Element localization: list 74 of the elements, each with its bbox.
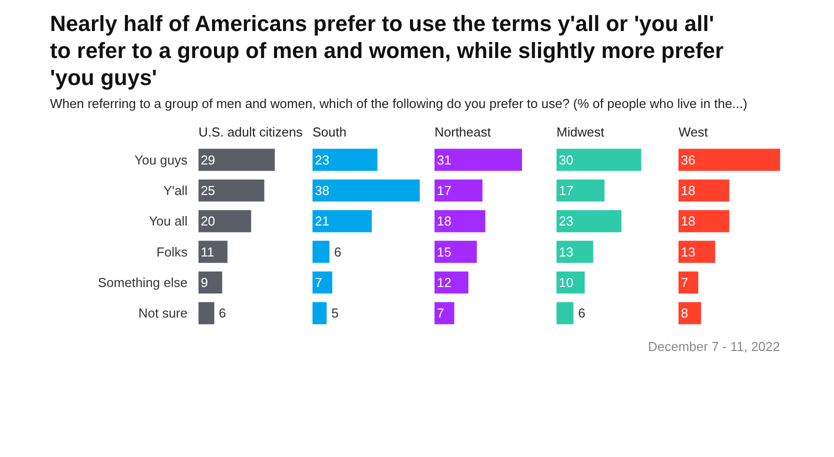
bar bbox=[312, 302, 327, 324]
series-label: West bbox=[678, 124, 708, 140]
data-label: 30 bbox=[558, 152, 574, 168]
y-tick-label: Y'all bbox=[163, 183, 188, 198]
bar bbox=[434, 210, 486, 232]
data-label: 6 bbox=[218, 306, 226, 321]
data-label: 6 bbox=[334, 244, 342, 260]
data-label: 10 bbox=[558, 275, 574, 290]
bar bbox=[434, 180, 482, 202]
data-label: 6 bbox=[578, 306, 586, 321]
data-label: 15 bbox=[436, 244, 452, 260]
y-tick-label: You all bbox=[148, 214, 188, 229]
text: December 7 - 11, 2022 bbox=[647, 338, 780, 356]
bar bbox=[434, 148, 522, 172]
bar bbox=[198, 302, 214, 324]
bar bbox=[556, 240, 594, 264]
bar bbox=[312, 240, 330, 264]
bar bbox=[678, 240, 716, 264]
series-label: South bbox=[312, 124, 346, 140]
data-label: 25 bbox=[200, 183, 216, 198]
data-label: 12 bbox=[436, 275, 452, 290]
bar bbox=[312, 180, 420, 202]
bar bbox=[678, 302, 702, 324]
text: When referring to a group of men and women, which of the following do you prefer to use? (% of people who live in the...) bbox=[50, 95, 748, 113]
data-label: 29 bbox=[200, 152, 216, 168]
data-label: 20 bbox=[200, 214, 216, 229]
series-label: Midwest bbox=[556, 124, 605, 140]
data-label: 8 bbox=[680, 306, 688, 321]
data-label: 5 bbox=[331, 306, 339, 321]
bar bbox=[312, 272, 332, 294]
bar bbox=[198, 272, 222, 294]
y-tick-label: You guys bbox=[134, 152, 188, 168]
bar bbox=[678, 148, 780, 172]
bar bbox=[198, 240, 228, 264]
bar bbox=[434, 302, 454, 324]
data-label: 17 bbox=[436, 183, 452, 198]
data-label: 13 bbox=[680, 244, 696, 260]
bar bbox=[556, 302, 574, 324]
bar bbox=[556, 148, 642, 172]
data-label: 31 bbox=[436, 152, 452, 168]
series-label: Northeast bbox=[434, 124, 492, 140]
bar bbox=[556, 272, 585, 294]
data-label: 7 bbox=[314, 275, 322, 290]
data-label: 21 bbox=[314, 214, 330, 229]
bar bbox=[678, 272, 698, 294]
bar bbox=[434, 240, 477, 264]
bar bbox=[312, 210, 372, 232]
data-label: 18 bbox=[680, 183, 696, 198]
data-label: 23 bbox=[314, 152, 330, 168]
bar bbox=[198, 148, 275, 172]
data-label: 9 bbox=[200, 275, 208, 290]
data-label: 13 bbox=[558, 244, 574, 260]
bar bbox=[678, 210, 730, 232]
y-tick-label: Something else bbox=[98, 275, 188, 290]
data-label: 38 bbox=[314, 183, 330, 198]
series-label: U.S. adult citizens bbox=[198, 124, 304, 140]
bar bbox=[556, 210, 622, 232]
data-label: 7 bbox=[680, 275, 688, 290]
data-label: 11 bbox=[200, 244, 214, 260]
text: Nearly half of Americans prefer to use the terms y'all or 'you all' to refer to a group of men and women, while slightly more prefer 'you guys' bbox=[50, 10, 725, 91]
bar bbox=[556, 180, 604, 202]
bar bbox=[198, 180, 264, 202]
data-label: 23 bbox=[558, 214, 574, 229]
bar bbox=[434, 272, 468, 294]
data-label: 36 bbox=[680, 152, 696, 168]
bar bbox=[198, 210, 252, 232]
data-label: 7 bbox=[436, 306, 444, 321]
bar bbox=[312, 148, 378, 172]
bar bbox=[678, 180, 730, 202]
y-tick-label: Not sure bbox=[138, 306, 188, 321]
data-label: 18 bbox=[680, 214, 696, 229]
data-label: 17 bbox=[558, 183, 574, 198]
y-tick-label: Folks bbox=[156, 244, 188, 260]
data-label: 18 bbox=[436, 214, 452, 229]
